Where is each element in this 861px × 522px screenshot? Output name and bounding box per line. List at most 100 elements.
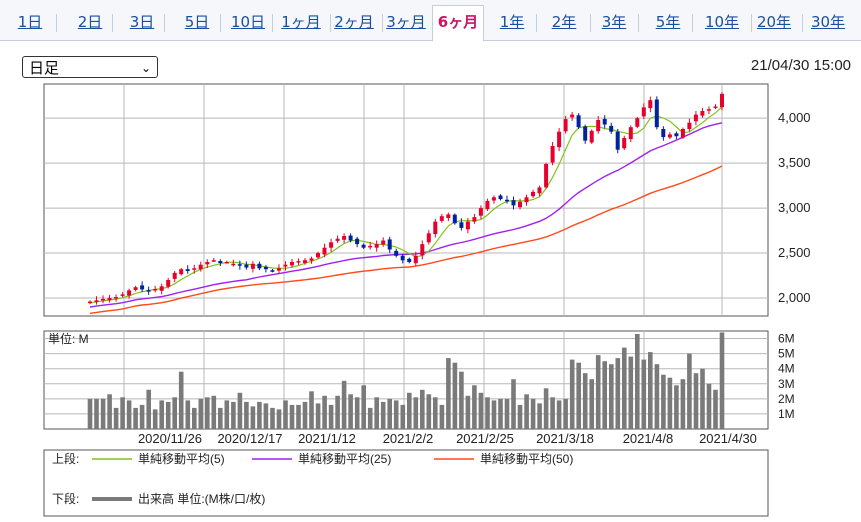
- candle-body: [426, 233, 431, 243]
- tab-period-12[interactable]: 5年: [655, 13, 681, 31]
- volume-bar: [146, 389, 151, 429]
- volume-bar: [165, 401, 171, 429]
- tab-period-5[interactable]: 1ヶ月: [281, 13, 321, 31]
- candle-body: [518, 201, 522, 208]
- candle-body: [257, 263, 262, 269]
- volume-bar: [543, 388, 549, 429]
- candle-body: [700, 111, 705, 116]
- volume-bar: [328, 404, 334, 429]
- volume-bar: [94, 398, 99, 429]
- candle-body: [667, 134, 672, 138]
- candle-body: [602, 118, 607, 125]
- tab-separator: [220, 14, 221, 32]
- chevron-down-icon: ⌄: [140, 61, 151, 75]
- tab-period-3[interactable]: 5日: [184, 13, 210, 31]
- candle-body: [368, 245, 373, 248]
- volume-bar: [498, 398, 503, 429]
- candle-body: [309, 258, 314, 261]
- volume-bar: [263, 403, 269, 429]
- candle-body: [505, 199, 509, 202]
- candle-body: [635, 118, 640, 127]
- candle-body: [583, 126, 588, 141]
- legend-volume-label: 出来高 単位:(M株/口/枚): [138, 491, 265, 506]
- volume-bar: [569, 359, 575, 429]
- tab-period-4[interactable]: 10日: [230, 13, 266, 31]
- volume-bar: [133, 407, 138, 429]
- tab-separator: [802, 14, 803, 32]
- candle-body: [296, 261, 301, 263]
- tab-period-13[interactable]: 10年: [704, 13, 740, 31]
- tab-separator: [638, 14, 639, 32]
- tab-period-9[interactable]: 1年: [499, 13, 525, 31]
- volume-bar: [198, 398, 204, 429]
- tab-period-1[interactable]: 2日: [77, 13, 103, 31]
- volume-bar: [426, 394, 432, 429]
- candle-body: [550, 146, 555, 163]
- volume-bar: [172, 397, 177, 429]
- volume-tick-label: 5M: [778, 347, 795, 361]
- candle-period-value: 日足: [29, 59, 60, 77]
- volume-bar: [563, 398, 568, 429]
- volume-bar: [602, 361, 607, 429]
- candle-body: [452, 214, 457, 224]
- candle-body: [420, 244, 425, 256]
- legend-box: [43, 449, 769, 517]
- candle-body: [446, 214, 451, 218]
- tab-period-8[interactable]: 6ヶ月: [432, 5, 484, 42]
- date-tick-label: 2021/3/18: [536, 431, 594, 446]
- candle-body: [544, 164, 549, 188]
- volume-bar: [478, 392, 484, 429]
- tab-period-15[interactable]: 30年: [810, 13, 846, 31]
- volume-bar: [322, 395, 327, 429]
- candle-body: [192, 268, 197, 270]
- candle-body: [218, 261, 223, 263]
- tab-separator: [330, 14, 331, 32]
- candle-body: [159, 286, 164, 291]
- volume-bar: [537, 403, 542, 429]
- tab-period-0[interactable]: 1日: [17, 13, 43, 31]
- volume-bar: [374, 397, 379, 429]
- tab-separator: [692, 14, 693, 32]
- price-panel: [43, 83, 769, 317]
- volume-bar: [459, 371, 464, 429]
- candle-body: [596, 120, 601, 132]
- volume-bar: [550, 397, 555, 429]
- volume-bar: [302, 401, 308, 429]
- candle-body: [198, 264, 203, 270]
- candle-body: [648, 100, 653, 109]
- volume-bar: [205, 397, 210, 429]
- volume-bar: [139, 404, 145, 429]
- tab-period-14[interactable]: 20年: [756, 13, 792, 31]
- volume-bar: [224, 400, 230, 429]
- candle-body: [127, 290, 132, 296]
- tab-period-10[interactable]: 2年: [551, 13, 577, 31]
- tab-period-11[interactable]: 3年: [601, 13, 627, 31]
- volume-bar: [87, 398, 93, 429]
- tab-period-7[interactable]: 3ヶ月: [386, 13, 426, 31]
- volume-bar: [380, 401, 386, 429]
- tab-period-6[interactable]: 2ヶ月: [334, 13, 374, 31]
- volume-bar: [524, 394, 529, 429]
- candle-body: [231, 263, 236, 266]
- candle-body: [491, 197, 496, 201]
- volume-bar: [367, 407, 373, 429]
- volume-bar: [452, 362, 458, 429]
- volume-bar: [354, 397, 360, 429]
- date-tick-label: 2020/11/26: [138, 431, 202, 446]
- volume-bar: [341, 380, 347, 429]
- candle-body: [361, 244, 366, 248]
- tab-separator: [751, 14, 752, 32]
- candle-body: [133, 287, 138, 290]
- candle-body: [680, 129, 685, 138]
- tab-separator: [382, 14, 383, 32]
- tab-period-2[interactable]: 3日: [129, 13, 155, 31]
- volume-bar: [654, 364, 660, 429]
- volume-bar: [393, 400, 399, 429]
- candle-body: [153, 289, 158, 291]
- volume-bar: [700, 368, 705, 429]
- volume-tick-label: 3M: [778, 377, 795, 391]
- candle-period-select[interactable]: 日足 ⌄: [22, 56, 158, 78]
- candle-body: [244, 264, 249, 268]
- volume-bar: [485, 397, 490, 429]
